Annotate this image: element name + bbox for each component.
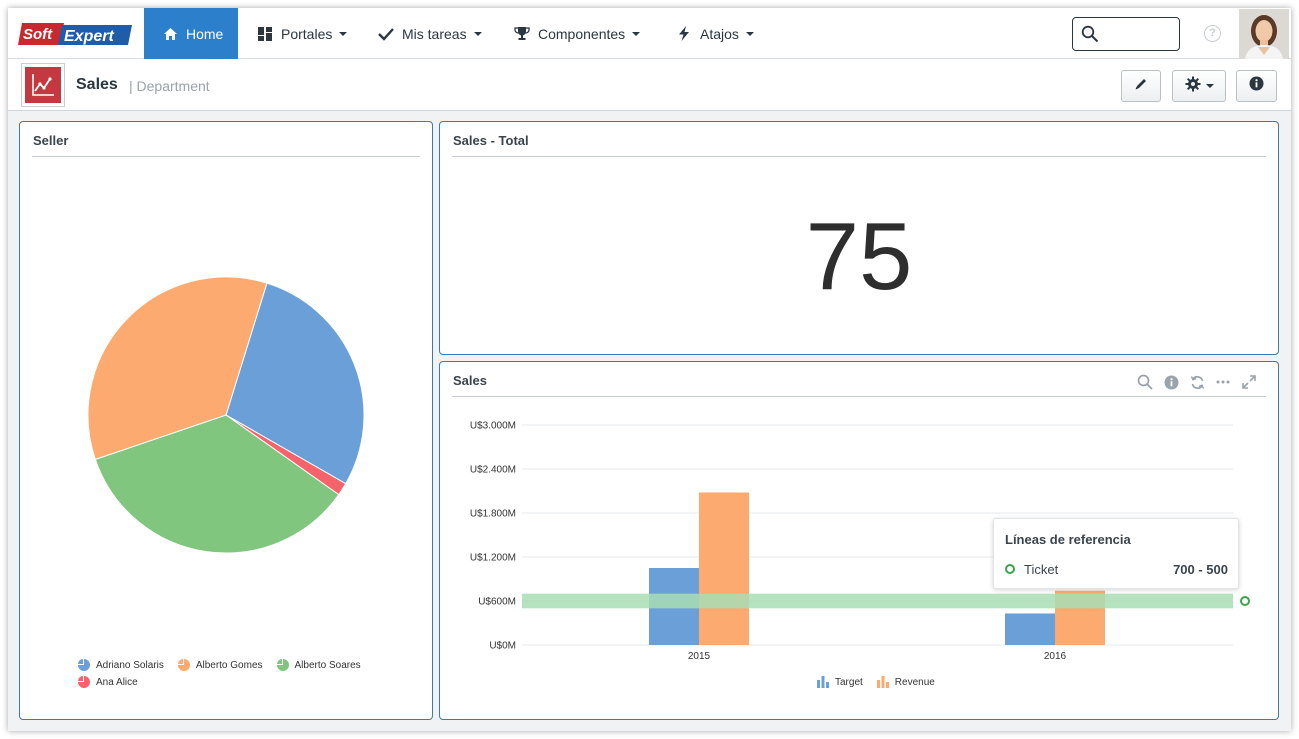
y-tick-label: U$1.800M: [470, 509, 516, 520]
legend-item[interactable]: Adriano Solaris: [78, 659, 164, 671]
pie-legend-icon: [78, 676, 90, 688]
expand-icon[interactable]: [1240, 373, 1258, 391]
chevron-down-icon: [473, 31, 482, 36]
legend-item[interactable]: Ana Alice: [78, 676, 138, 688]
bar-revenue[interactable]: [699, 492, 749, 645]
nav-home[interactable]: Home: [144, 8, 238, 59]
legend-label: Alberto Soares: [294, 659, 361, 671]
sales-bar-chart: U$0M U$600M U$1.200M U$1.800M U$2.400M U$3.00…: [470, 421, 1250, 662]
search-icon: [1081, 25, 1099, 48]
more-icon[interactable]: [1214, 373, 1232, 391]
edit-pencil-icon: [1134, 77, 1148, 96]
page-title: Sales: [76, 76, 118, 93]
legend-label: Ana Alice: [96, 676, 138, 688]
settings-button[interactable]: [1172, 70, 1226, 102]
tooltip-value: 700 - 500: [1173, 562, 1228, 577]
bolt-icon: [676, 26, 692, 42]
legend-item[interactable]: Target: [817, 676, 863, 688]
legend-label: Revenue: [894, 676, 935, 688]
bar-legend: Target Revenue: [817, 676, 949, 688]
x-tick-label: 2016: [1044, 651, 1067, 662]
chevron-down-icon: [745, 31, 754, 36]
edit-button[interactable]: [1121, 70, 1161, 102]
chevron-down-icon: [339, 31, 348, 36]
sales-bar-panel: Sales U$0M U$600M U$1.200M U$1.800M U$2.400M…: [439, 361, 1279, 720]
divider: [452, 396, 1266, 397]
sales-chart-icon: [21, 63, 65, 107]
search-input[interactable]: [1103, 24, 1175, 44]
info-button[interactable]: [1236, 70, 1277, 102]
info-icon[interactable]: [1162, 373, 1180, 391]
reference-line-tooltip: Líneas de referencia Ticket 700 - 500: [993, 518, 1239, 589]
top-navbar: Soft Expert Home Portales Mis tareas: [8, 8, 1291, 59]
nav-mis-tareas-label: Mis tareas: [402, 25, 467, 42]
sales-total-value: 75: [805, 203, 913, 310]
legend-label: Target: [835, 676, 863, 688]
pie-slice[interactable]: [87, 276, 268, 461]
y-tick-label: U$600M: [478, 597, 516, 608]
sales-total-panel: Sales - Total 75: [439, 121, 1279, 355]
home-icon: [162, 26, 178, 42]
page-header: Sales | Department: [8, 59, 1291, 111]
refresh-icon[interactable]: [1188, 373, 1206, 391]
bar-target[interactable]: [1005, 613, 1055, 645]
user-avatar[interactable]: [1239, 9, 1289, 59]
divider: [32, 156, 420, 157]
legend-item[interactable]: Alberto Gomes: [177, 659, 263, 671]
divider: [452, 156, 1266, 157]
pie-legend-icon: [276, 659, 289, 671]
help-icon[interactable]: ?: [1204, 25, 1221, 42]
pie-legend-row-2: Ana Alice: [78, 676, 152, 688]
check-icon: [378, 26, 394, 42]
nav-atajos-label: Atajos: [700, 25, 739, 42]
panel-title: Sales: [453, 373, 487, 388]
app-window: Soft Expert Home Portales Mis tareas: [8, 8, 1291, 731]
y-tick-label: U$0M: [489, 641, 516, 652]
panel-title: Seller: [33, 133, 69, 148]
info-icon: [1249, 76, 1264, 96]
y-tick-label: U$3.000M: [470, 421, 516, 432]
search-box[interactable]: [1072, 17, 1180, 51]
nav-portales[interactable]: Portales: [257, 8, 348, 59]
softexpert-logo[interactable]: Soft Expert: [18, 21, 132, 47]
seller-panel: Seller Adriano Solaris Alberto Gomes Alb…: [19, 121, 433, 720]
nav-mis-tareas[interactable]: Mis tareas: [378, 8, 482, 59]
circle-marker-icon: [1005, 564, 1015, 574]
y-tick-label: U$2.400M: [470, 465, 516, 476]
trophy-icon: [514, 26, 530, 42]
pie-slice[interactable]: [94, 414, 340, 554]
nav-componentes-label: Componentes: [538, 25, 626, 42]
panel-title: Sales - Total: [453, 133, 529, 148]
tooltip-label: Ticket: [1024, 562, 1059, 577]
x-tick-label: 2015: [688, 651, 711, 662]
tooltip-title: Líneas de referencia: [1005, 532, 1131, 547]
nav-home-label: Home: [186, 25, 224, 42]
reference-band[interactable]: [522, 593, 1233, 609]
legend-item[interactable]: Revenue: [876, 676, 935, 688]
chevron-down-icon: [1205, 84, 1214, 88]
chart-toolbar: [1136, 373, 1258, 391]
pie-legend-icon: [78, 659, 90, 671]
svg-text:Expert: Expert: [64, 28, 114, 45]
legend-item[interactable]: Alberto Soares: [276, 659, 361, 671]
seller-pie-chart: [87, 276, 365, 554]
pie-slice[interactable]: [225, 282, 365, 485]
dashboard-grid-icon: [257, 26, 273, 42]
bar-legend-icon: [817, 676, 829, 688]
legend-label: Alberto Gomes: [195, 659, 263, 671]
reference-marker: [1240, 596, 1250, 606]
pie-legend-icon: [177, 659, 190, 671]
page-subtitle: | Department: [129, 78, 210, 94]
nav-portales-label: Portales: [281, 25, 333, 42]
nav-atajos[interactable]: Atajos: [676, 8, 754, 59]
nav-componentes[interactable]: Componentes: [514, 8, 641, 59]
search-icon[interactable]: [1136, 373, 1154, 391]
bar-legend-icon: [876, 676, 889, 688]
settings-gear-icon: [1185, 76, 1201, 97]
chevron-down-icon: [632, 31, 641, 36]
y-tick-label: U$1.200M: [470, 553, 516, 564]
pie-legend-row-1: Adriano Solaris Alberto Gomes Alberto So…: [78, 659, 375, 671]
svg-text:Soft: Soft: [23, 26, 53, 43]
legend-label: Adriano Solaris: [96, 659, 164, 671]
